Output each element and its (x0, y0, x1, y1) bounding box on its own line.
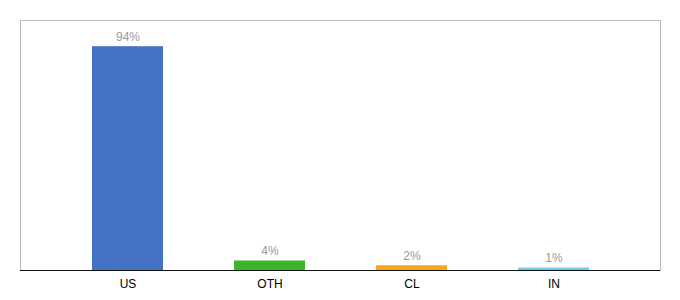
svg-text:IN: IN (548, 277, 560, 291)
svg-text:US: US (120, 277, 137, 291)
svg-text:1%: 1% (545, 251, 563, 265)
svg-text:OTH: OTH (257, 277, 282, 291)
svg-text:2%: 2% (403, 249, 421, 263)
svg-text:94%: 94% (116, 30, 140, 44)
svg-text:4%: 4% (261, 244, 279, 258)
svg-text:CL: CL (404, 277, 420, 291)
